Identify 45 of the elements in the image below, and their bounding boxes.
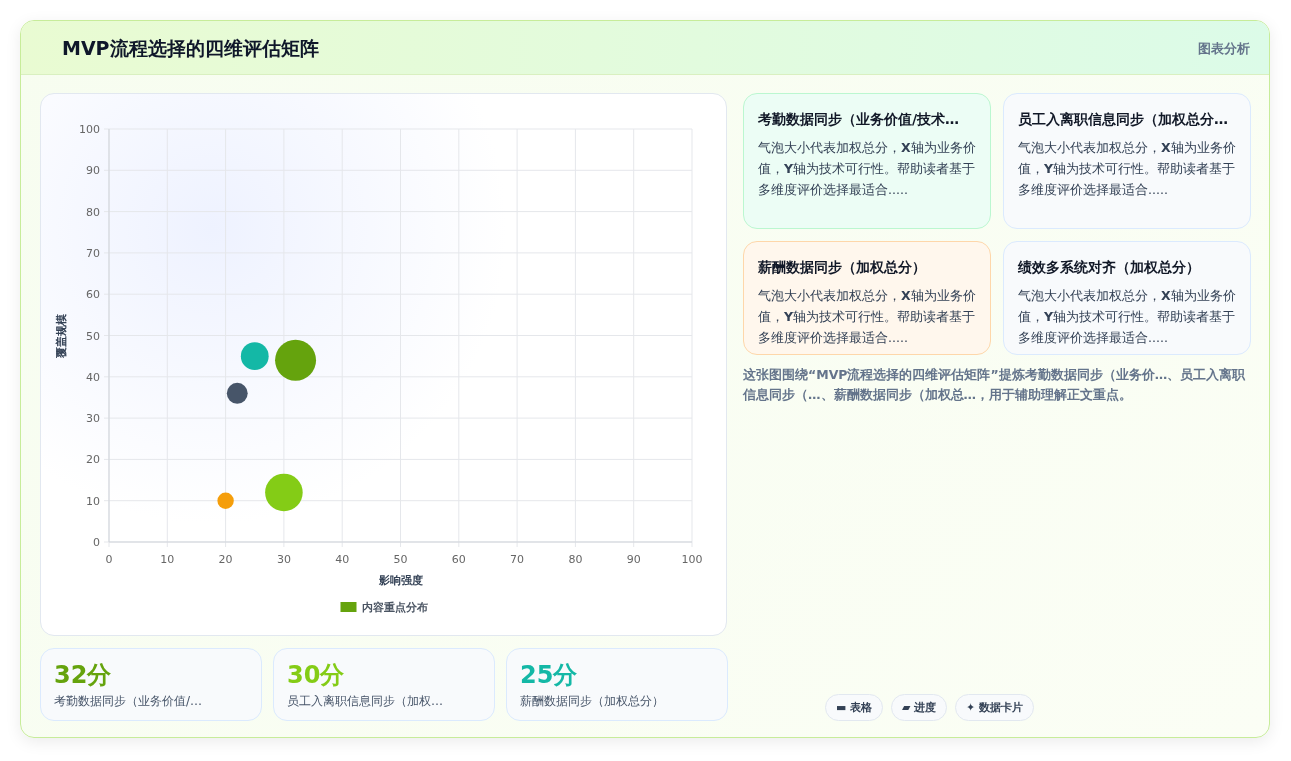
text: 气泡大小代表加权总分，X轴为业务价值，Y轴为技术可行性。帮助读者基于多维度评价选择最适合.....: [1018, 288, 1236, 345]
text: 员工入离职信息同步（加权总分…: [1018, 110, 1229, 129]
text: 考勤数据同步（业务价值/技术…: [758, 110, 961, 129]
text: 气泡大小代表加权总分，X轴为业务价值，Y轴为技术可行性。帮助读者基于多维度评价选择最适合.....: [1018, 140, 1236, 197]
text: 气泡大小代表加权总分，X轴为业务价值，Y轴为技术可行性。帮助读者基于多维度评价选择最适合.....: [758, 140, 976, 197]
text: 30分: [287, 660, 346, 691]
text: ▬ 表格: [825, 694, 884, 721]
text: 气泡大小代表加权总分，X轴为业务价值，Y轴为技术可行性。帮助读者基于多维度评价选择最适合.....: [758, 288, 976, 345]
text: 这张图围绕“MVP流程选择的四维评估矩阵”提炼考勤数据同步（业务价…、员工入离职信息同步（…、薪酬数据同步（加权总…，用于辅助理解正文重点。: [743, 366, 1247, 404]
text: ▰ 进度: [891, 694, 948, 721]
y-tick-label: 70: [86, 246, 100, 260]
x-tick-label: 20: [218, 553, 233, 566]
y-tick-label: 60: [86, 288, 100, 302]
text: 薪酬数据同步（加权总分）: [520, 693, 665, 710]
legend-label: 内容重点分布: [361, 601, 428, 614]
x-tick-label: 70: [510, 553, 525, 566]
y-axis-title: 覆盖规模: [55, 312, 68, 359]
y-tick-label: 20: [86, 453, 100, 467]
x-tick-label: 90: [626, 553, 641, 566]
text: ✦ 数据卡片: [955, 694, 1035, 721]
text: 绩效多系统对齐（加权总分）: [1018, 258, 1201, 277]
x-tick-label: 60: [451, 553, 466, 566]
x-tick-label: 0: [105, 553, 113, 566]
y-tick-label: 50: [86, 329, 100, 343]
x-axis-title: 影响强度: [377, 574, 423, 587]
x-tick-label: 80: [568, 553, 583, 566]
text: 薪酬数据同步（加权总分）: [758, 258, 927, 277]
x-tick-label: 30: [276, 553, 291, 566]
text: 员工入离职信息同步（加权…: [287, 693, 444, 710]
y-tick-label: 40: [86, 370, 100, 384]
y-tick-label: 80: [86, 205, 100, 219]
y-tick-label: 0: [93, 536, 100, 549]
text: 32分: [54, 660, 113, 691]
y-tick-label: 90: [86, 164, 100, 178]
text: 25分: [520, 660, 579, 691]
text: 图表分析: [1198, 40, 1250, 58]
chart-title: MVP流程选择的四维评估矩阵: [62, 36, 319, 61]
x-tick-label: 50: [393, 553, 408, 566]
y-tick-label: 10: [86, 494, 100, 508]
x-tick-label: 10: [160, 553, 175, 566]
text: 考勤数据同步（业务价值/…: [54, 693, 204, 710]
x-tick-label: 100: [681, 553, 703, 566]
y-tick-label: 100: [79, 123, 100, 136]
x-tick-label: 40: [335, 553, 350, 566]
y-tick-label: 30: [86, 412, 100, 426]
